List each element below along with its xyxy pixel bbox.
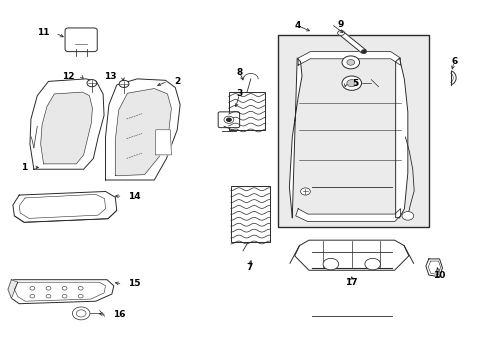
Circle shape [119, 80, 129, 87]
Circle shape [341, 56, 359, 69]
Polygon shape [105, 79, 180, 180]
Circle shape [30, 294, 35, 298]
FancyBboxPatch shape [218, 112, 239, 128]
Text: 2: 2 [173, 77, 180, 86]
Text: 7: 7 [245, 264, 252, 273]
Text: 12: 12 [62, 72, 75, 81]
Polygon shape [289, 58, 302, 218]
Text: 4: 4 [294, 21, 301, 30]
Circle shape [78, 287, 83, 290]
Polygon shape [295, 209, 400, 222]
Text: 1: 1 [21, 163, 27, 172]
Circle shape [78, 294, 83, 298]
Circle shape [87, 80, 97, 87]
Bar [277, 35, 428, 226]
Circle shape [341, 76, 361, 90]
Circle shape [62, 294, 67, 298]
Text: 16: 16 [113, 310, 125, 319]
Polygon shape [30, 79, 104, 169]
Text: 5: 5 [351, 79, 357, 88]
Polygon shape [294, 240, 408, 270]
Circle shape [346, 80, 356, 87]
Bar [230, 186, 269, 243]
Circle shape [224, 116, 233, 123]
Circle shape [226, 118, 231, 122]
Polygon shape [13, 192, 117, 222]
Text: 3: 3 [236, 89, 242, 98]
Polygon shape [156, 130, 171, 155]
Text: 8: 8 [236, 68, 242, 77]
Circle shape [364, 258, 380, 270]
Polygon shape [41, 92, 92, 164]
Circle shape [323, 258, 338, 270]
FancyBboxPatch shape [65, 28, 97, 51]
Circle shape [46, 294, 51, 298]
Text: 14: 14 [128, 192, 141, 201]
Polygon shape [298, 51, 400, 65]
Bar [228, 93, 264, 130]
Circle shape [300, 188, 310, 195]
Text: 6: 6 [450, 57, 456, 66]
Circle shape [30, 287, 35, 290]
Text: 15: 15 [128, 279, 141, 288]
Text: 11: 11 [37, 28, 49, 37]
Polygon shape [395, 58, 407, 218]
Text: 13: 13 [104, 72, 117, 81]
Circle shape [72, 307, 90, 320]
Circle shape [46, 287, 51, 290]
Circle shape [401, 212, 413, 220]
Text: 10: 10 [432, 270, 445, 279]
Polygon shape [8, 280, 114, 304]
Polygon shape [338, 32, 366, 53]
Circle shape [337, 31, 344, 36]
Polygon shape [8, 280, 18, 298]
Circle shape [361, 50, 366, 53]
Polygon shape [448, 71, 455, 85]
Polygon shape [115, 89, 171, 176]
Polygon shape [425, 259, 442, 277]
Circle shape [62, 287, 67, 290]
Circle shape [76, 310, 86, 317]
Text: 17: 17 [345, 278, 357, 287]
Circle shape [346, 59, 354, 65]
Text: 9: 9 [336, 19, 343, 28]
